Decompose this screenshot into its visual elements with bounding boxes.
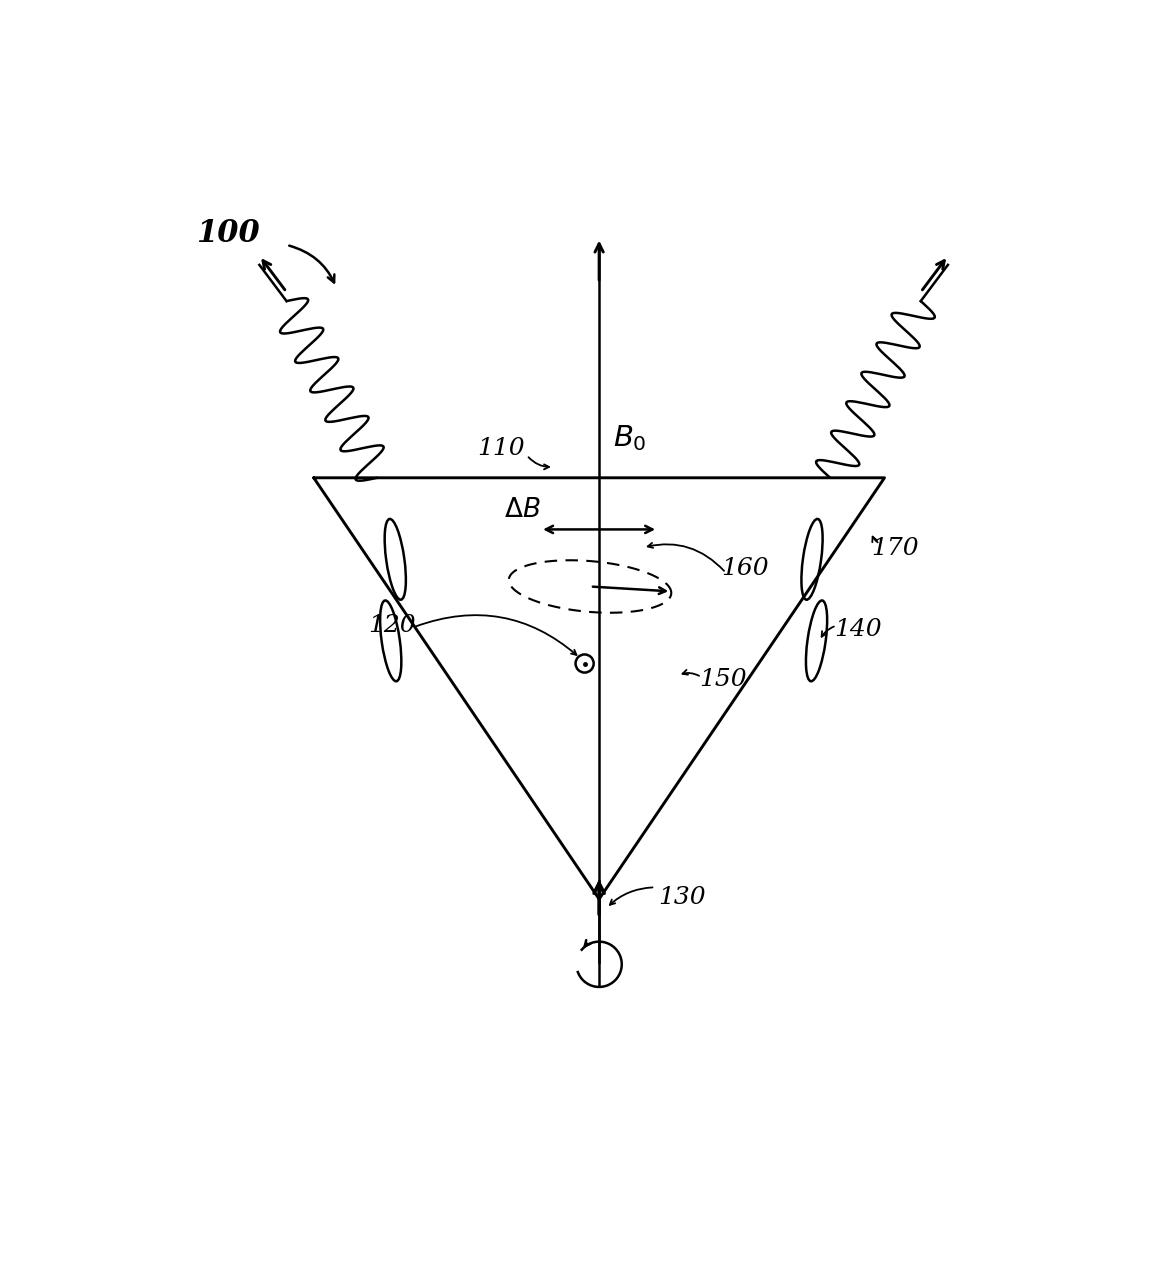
Text: 100: 100 — [196, 219, 260, 249]
Text: 130: 130 — [658, 886, 706, 909]
Text: 120: 120 — [368, 613, 416, 636]
Text: $\Delta B$: $\Delta B$ — [504, 497, 540, 521]
Text: $B_0$: $B_0$ — [613, 423, 646, 452]
Text: 140: 140 — [835, 619, 883, 642]
Text: 110: 110 — [477, 437, 525, 460]
Text: 160: 160 — [721, 557, 769, 580]
Text: 170: 170 — [871, 537, 919, 560]
Text: 150: 150 — [699, 668, 746, 691]
